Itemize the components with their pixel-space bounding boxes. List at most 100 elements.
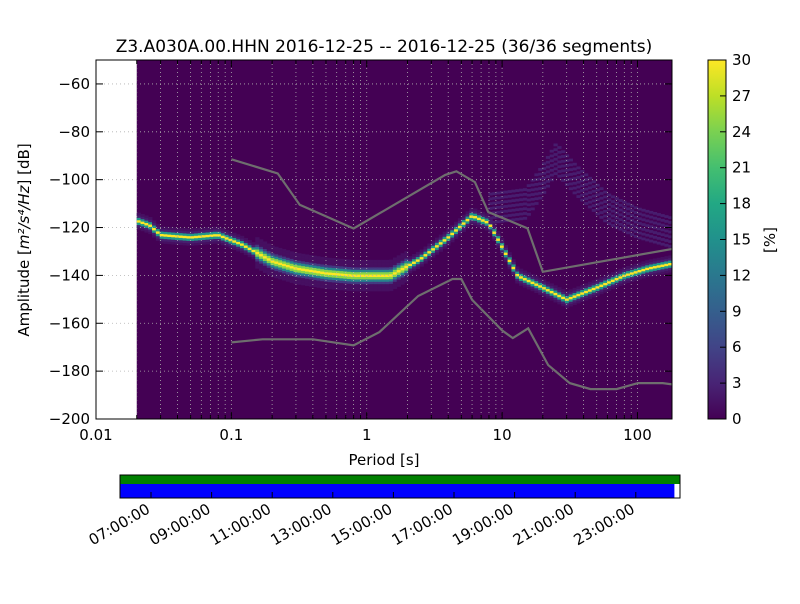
heatmap-cell <box>236 246 241 250</box>
heatmap-cell-faint <box>492 206 497 210</box>
heatmap-cell <box>480 226 486 229</box>
heatmap-cell-faint <box>664 215 669 218</box>
heatmap-cell-faint <box>553 172 558 176</box>
heatmap-cell <box>400 257 405 261</box>
heatmap-cell <box>152 234 157 238</box>
heatmap-cell <box>347 283 352 287</box>
heatmap-cell <box>186 235 191 239</box>
heatmap-cell <box>366 288 371 292</box>
heatmap-cell <box>587 288 593 292</box>
heatmap-cell <box>163 236 168 240</box>
heatmap-cell <box>278 269 283 273</box>
heatmap-cell <box>316 270 321 274</box>
heatmap-cell <box>327 267 333 271</box>
heatmap-cell <box>591 292 596 295</box>
heatmap-cell-faint <box>656 227 661 231</box>
heatmap-cell <box>427 250 432 254</box>
heatmap-cell <box>282 275 287 279</box>
heatmap-cell <box>297 253 302 256</box>
heatmap-cell <box>182 233 187 236</box>
heatmap-cell <box>274 246 279 250</box>
heatmap-cell <box>289 272 294 276</box>
heatmap-cell <box>454 224 459 227</box>
heatmap-cell <box>354 288 359 292</box>
heatmap-cell-faint <box>526 193 531 197</box>
heatmap-cell-faint <box>576 171 581 175</box>
heatmap-cell-faint <box>652 235 658 239</box>
heatmap-cell <box>213 226 218 230</box>
heatmap-cell <box>339 263 344 267</box>
heatmap-cell <box>618 275 623 279</box>
heatmap-cell <box>335 263 340 267</box>
heatmap-cell <box>304 271 310 274</box>
heatmap-cell <box>285 252 291 256</box>
heatmap-cell <box>503 245 509 248</box>
heatmap-cell <box>519 271 524 274</box>
heatmap-cell <box>217 231 222 235</box>
heatmap-cell <box>262 260 268 264</box>
heatmap-cell <box>316 275 321 279</box>
heatmap-cell <box>262 241 268 245</box>
heatmap-cell <box>343 271 348 274</box>
heatmap-cell-faint <box>607 198 612 202</box>
heatmap-cell <box>469 215 474 218</box>
heatmap-cell <box>572 299 577 303</box>
heatmap-cell <box>392 281 398 285</box>
heatmap-cell <box>285 250 291 253</box>
heatmap-cell <box>446 233 451 237</box>
heatmap-cell-faint <box>572 162 577 166</box>
heatmap-cell <box>561 289 566 292</box>
heatmap-cell <box>289 251 294 255</box>
heatmap-cell-faint <box>633 235 638 238</box>
heatmap-cell-faint <box>557 150 562 154</box>
heatmap-cell <box>404 253 409 257</box>
heatmap-cell <box>641 270 646 274</box>
x-tick-label: 10 <box>493 426 512 444</box>
heatmap-cell <box>155 226 161 230</box>
heatmap-cell <box>304 266 310 270</box>
heatmap-cell <box>587 291 593 295</box>
heatmap-cell <box>247 244 252 248</box>
heatmap-cell <box>542 293 547 297</box>
heatmap-cell <box>534 280 539 284</box>
heatmap-cell <box>656 269 661 273</box>
heatmap-cell-faint <box>503 219 509 223</box>
heatmap-cell <box>347 285 352 289</box>
heatmap-cell-faint <box>649 210 654 214</box>
heatmap-cell <box>255 239 260 243</box>
heatmap-cell <box>507 261 512 265</box>
heatmap-cell <box>392 271 398 275</box>
heatmap-cell <box>649 271 654 275</box>
heatmap-cell <box>301 256 306 259</box>
heatmap-cell <box>274 270 279 274</box>
heatmap-cell <box>656 260 661 263</box>
heatmap-cell <box>477 224 482 228</box>
heatmap-cell-faint <box>633 225 638 229</box>
heatmap-cell <box>331 284 336 288</box>
heatmap-cell <box>339 282 344 286</box>
heatmap-cell <box>159 235 164 239</box>
heatmap-cell <box>412 256 417 260</box>
heatmap-cell <box>454 228 459 232</box>
heatmap-cell <box>530 276 535 280</box>
time-ticks: 07:00:0009:00:0011:00:0013:00:0015:00:00… <box>86 492 638 549</box>
heatmap-cell <box>259 246 264 250</box>
heatmap-cell <box>194 228 199 232</box>
heatmap-cell <box>496 240 501 244</box>
heatmap-cell <box>522 270 528 274</box>
heatmap-cell <box>477 219 482 223</box>
heatmap-cell <box>587 286 593 290</box>
heatmap-cell <box>419 259 424 262</box>
heatmap-cell-faint <box>610 209 616 213</box>
heatmap-cell-faint <box>626 231 631 235</box>
heatmap-cell <box>282 261 287 264</box>
heatmap-cell-faint <box>580 174 585 178</box>
heatmap-cell <box>465 213 470 217</box>
heatmap-cell-faint <box>595 188 600 192</box>
heatmap-cell <box>354 259 359 263</box>
heatmap-cell <box>633 265 638 269</box>
heatmap-cell <box>247 252 252 255</box>
heatmap-cell <box>396 257 401 261</box>
heatmap-cell <box>496 230 501 234</box>
heatmap-cell <box>381 259 386 263</box>
